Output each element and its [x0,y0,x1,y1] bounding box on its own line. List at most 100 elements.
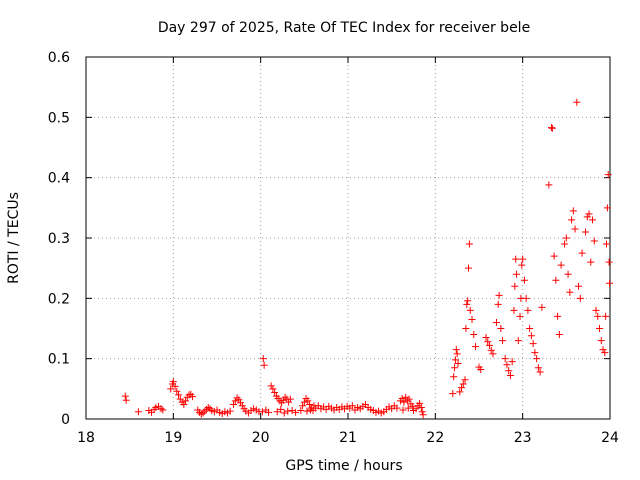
x-axis-label: GPS time / hours [285,458,402,474]
data-point [538,303,546,311]
data-point [534,364,542,372]
data-point [522,294,530,302]
data-point [206,405,214,413]
data-point [449,390,457,398]
data-point [462,325,470,332]
data-point [604,171,612,179]
y-tick-label: 0 [61,412,70,428]
data-point [233,394,241,402]
data-point [582,228,590,236]
data-point [235,396,243,404]
data-point [185,391,193,399]
data-point [520,276,528,284]
data-point [450,373,458,381]
data-point [157,405,165,413]
data-point [288,407,296,415]
data-point [557,261,565,269]
data-point [601,349,609,357]
data-point [167,385,175,393]
data-point [545,181,553,189]
data-point [484,338,492,346]
x-tick-label: 19 [164,430,182,446]
data-point [561,240,569,248]
data-point [231,397,239,405]
data-point [403,397,411,405]
data-point [180,401,188,409]
data-point [465,240,473,248]
data-point [230,401,238,409]
data-point [592,306,600,314]
data-point [508,358,516,366]
data-point [519,255,527,263]
data-point [454,359,462,367]
data-point [258,408,266,416]
data-point [461,376,469,384]
data-point [284,407,292,415]
data-point [173,387,181,395]
data-point [562,234,570,242]
data-point [568,216,576,224]
y-tick-label: 0.6 [48,50,70,66]
data-point [548,124,556,132]
data-point [259,355,267,363]
data-point [276,397,284,405]
data-point [400,398,408,406]
data-point [603,240,611,248]
data-point [602,312,610,320]
data-point [513,270,521,278]
data-point [495,291,503,299]
data-point [590,237,598,245]
chart-title: Day 297 of 2025, Rate Of TEC Index for r… [158,20,530,36]
x-tick-label: 21 [339,430,357,446]
data-point [516,312,524,320]
data-point [189,393,197,401]
data-point [459,380,467,388]
data-point [452,346,460,354]
data-point [464,297,472,305]
data-point [285,398,293,406]
data-point [526,325,534,332]
data-point [514,337,522,345]
data-point [605,258,613,266]
data-point [585,210,593,218]
data-point [533,355,541,363]
grid-lines [86,57,610,419]
data-point [501,355,509,363]
data-point [417,404,425,412]
data-point [286,395,294,403]
data-point [171,382,179,390]
data-point [399,406,407,414]
x-tick-label: 24 [601,430,619,446]
data-point [304,397,312,405]
data-point [348,402,356,410]
data-point [269,385,277,393]
data-point [297,407,305,415]
data-point [576,294,584,302]
data-point [512,255,520,263]
data-point [271,388,279,396]
data-point [552,276,560,284]
data-point [470,331,478,339]
data-point [505,367,513,375]
data-point [201,407,209,415]
data-point [299,402,307,410]
data-point [279,396,287,404]
data-point [203,405,211,413]
data-point [175,391,183,399]
data-point [596,325,604,332]
data-point [487,346,495,354]
data-point [197,410,205,418]
data-point [260,361,268,369]
data-point [497,325,505,332]
data-point [569,207,577,215]
data-point [404,404,412,412]
x-tick-label: 23 [514,430,532,446]
data-point [226,407,234,415]
data-point [503,361,511,369]
data-point [494,300,502,308]
data-point [599,346,607,354]
data-point [159,406,167,414]
x-tick-label: 20 [252,430,270,446]
data-point [182,397,190,405]
